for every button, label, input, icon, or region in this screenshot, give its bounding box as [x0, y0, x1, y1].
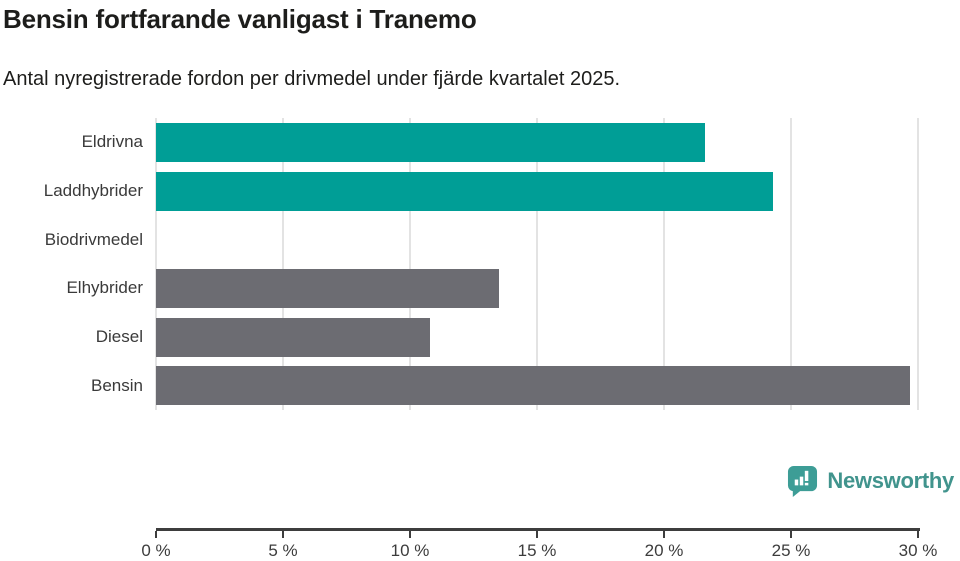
category-label: Diesel — [95, 327, 143, 346]
bar-eldrivna — [156, 122, 705, 162]
x-axis-line — [156, 528, 920, 531]
category-label: Eldrivna — [81, 132, 143, 152]
bar-chart: Eldrivna Laddhybrider Biodrivmedel Elhybrid… — [0, 118, 960, 560]
newsworthy-logo[interactable]: Newsworthy — [787, 465, 954, 497]
x-axis-tick-label: 25 % — [771, 541, 811, 560]
x-axis-tick — [663, 531, 665, 538]
bar-laddhybrider — [156, 171, 774, 211]
x-axis-tick-label: 30 % — [898, 541, 938, 560]
x-axis-tick-label: 20 % — [644, 541, 684, 560]
gridline — [663, 118, 665, 410]
x-axis-tick — [917, 531, 919, 538]
bar-bensin — [156, 366, 911, 406]
gridline — [155, 118, 157, 410]
gridline — [409, 118, 411, 410]
plot-area — [155, 118, 919, 410]
category-label: Bensin — [91, 375, 143, 395]
chart-subtitle: Antal nyregistrerade fordon per drivmede… — [3, 68, 621, 90]
category-label: Laddhybrider — [43, 181, 143, 200]
x-axis-tick-label: 5 % — [268, 541, 298, 560]
gridline — [917, 118, 919, 410]
gridline — [282, 118, 284, 410]
x-axis-tick-label: 0 % — [141, 541, 171, 560]
bar-elhybrider — [156, 268, 499, 308]
bar-diesel — [156, 317, 431, 357]
x-axis-tick-label: 15 % — [517, 541, 557, 560]
category-label: Biodrivmedel — [44, 229, 143, 249]
x-axis-tick — [282, 531, 284, 538]
x-axis-tick — [536, 531, 538, 538]
x-axis-tick — [155, 531, 157, 538]
x-axis-tick — [409, 531, 411, 538]
newsworthy-icon — [787, 465, 818, 497]
gridline — [536, 118, 538, 410]
x-axis-tick-label: 10 % — [390, 541, 430, 560]
gridline — [790, 118, 792, 410]
category-label: Elhybrider — [66, 278, 143, 298]
chart-title: Bensin fortfarande vanligast i Tranemo — [3, 4, 477, 34]
x-axis-tick — [790, 531, 792, 538]
newsworthy-wordmark: Newsworthy — [827, 468, 954, 493]
